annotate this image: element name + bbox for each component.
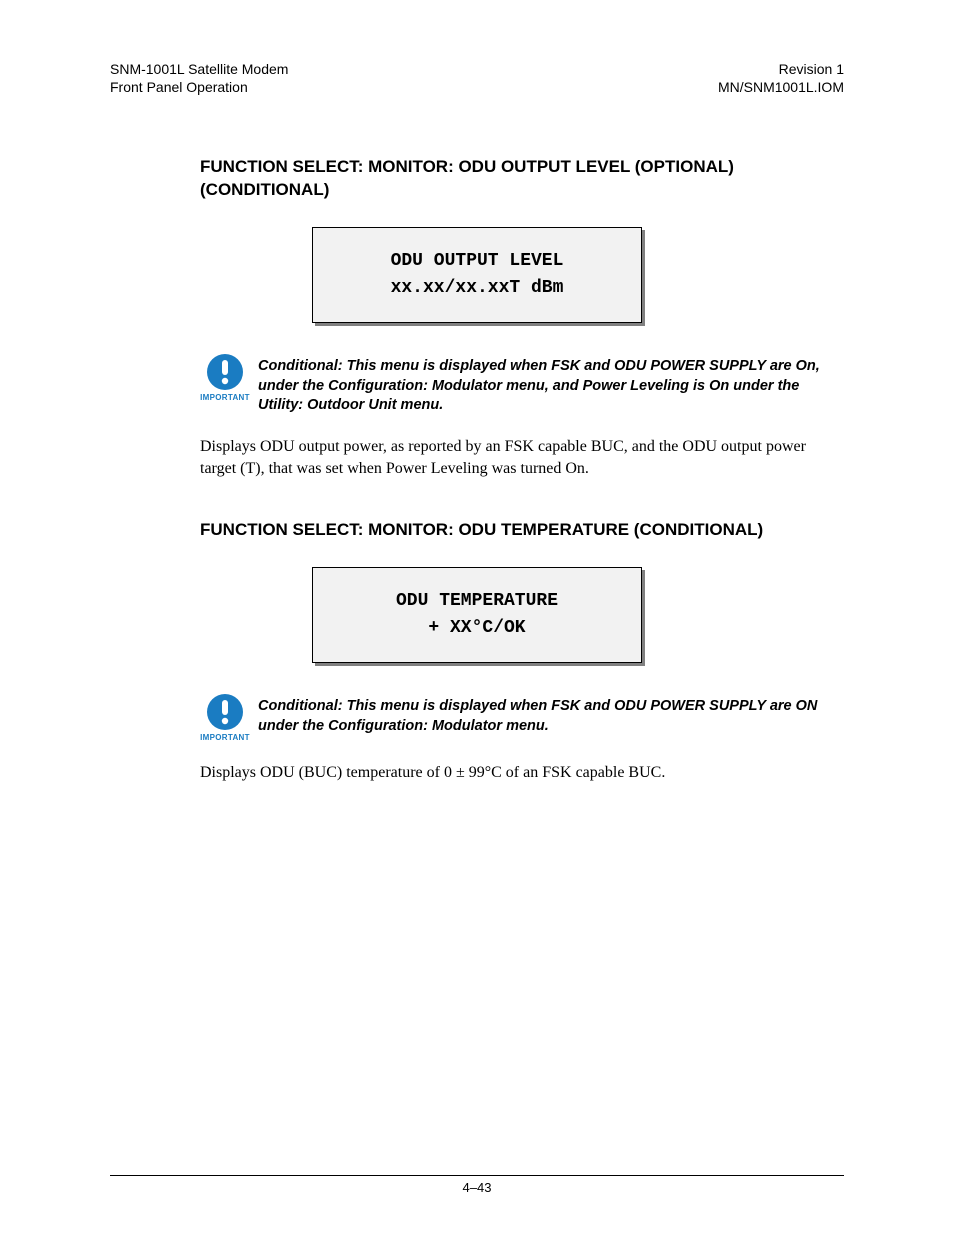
section2-display-box: ODU TEMPERATURE + XX°C/OK	[312, 567, 642, 663]
important-icon-label: IMPORTANT	[200, 393, 250, 402]
section1-note-text: Conditional: This menu is displayed when…	[250, 353, 844, 416]
page-number: 4–43	[463, 1180, 492, 1195]
header-docid: MN/SNM1001L.IOM	[718, 78, 844, 96]
display-line: + XX°C/OK	[331, 615, 623, 642]
section2-heading: FUNCTION SELECT: MONITOR: ODU TEMPERATUR…	[200, 519, 844, 542]
section1-display-box: ODU OUTPUT LEVEL xx.xx/xx.xxT dBm	[312, 227, 642, 323]
section2-body: Displays ODU (BUC) temperature of 0 ± 99…	[200, 762, 844, 784]
important-icon-label: IMPORTANT	[200, 733, 250, 742]
display-line: xx.xx/xx.xxT dBm	[331, 275, 623, 302]
header-left: SNM-1001L Satellite Modem Front Panel Op…	[110, 60, 288, 96]
header-product: SNM-1001L Satellite Modem	[110, 60, 288, 78]
header-section: Front Panel Operation	[110, 78, 288, 96]
display-line: ODU OUTPUT LEVEL	[331, 248, 623, 275]
header-right: Revision 1 MN/SNM1001L.IOM	[718, 60, 844, 96]
display-line: ODU TEMPERATURE	[331, 588, 623, 615]
section1-heading: FUNCTION SELECT: MONITOR: ODU OUTPUT LEV…	[200, 156, 844, 202]
page: SNM-1001L Satellite Modem Front Panel Op…	[0, 0, 954, 1235]
section1-important-note: IMPORTANT Conditional: This menu is disp…	[200, 353, 844, 416]
header-revision: Revision 1	[718, 60, 844, 78]
section1-body: Displays ODU output power, as reported b…	[200, 436, 844, 479]
page-header: SNM-1001L Satellite Modem Front Panel Op…	[110, 60, 844, 96]
section2-note-text: Conditional: This menu is displayed when…	[250, 693, 844, 736]
page-footer: 4–43	[110, 1175, 844, 1195]
important-icon: IMPORTANT	[200, 353, 250, 402]
important-icon: IMPORTANT	[200, 693, 250, 742]
section2-important-note: IMPORTANT Conditional: This menu is disp…	[200, 693, 844, 742]
